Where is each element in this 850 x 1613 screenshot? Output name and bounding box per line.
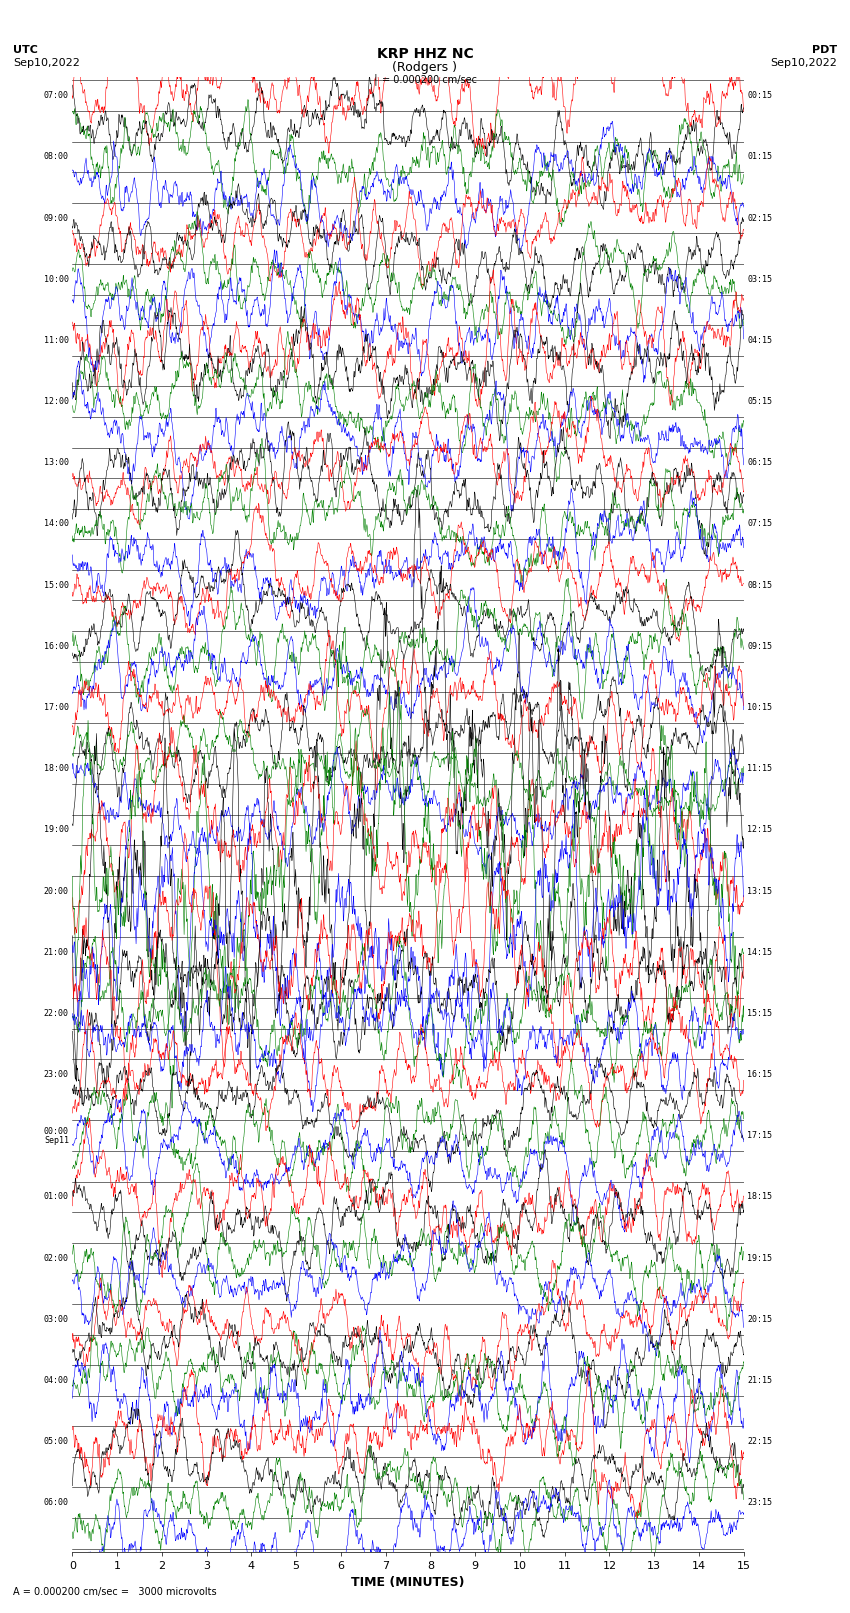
Text: Sep10,2022: Sep10,2022 (770, 58, 837, 68)
Text: 23:00: 23:00 (44, 1069, 69, 1079)
Text: 10:00: 10:00 (44, 274, 69, 284)
Text: 12:15: 12:15 (747, 826, 772, 834)
Text: 05:00: 05:00 (44, 1437, 69, 1447)
Text: 23:15: 23:15 (747, 1498, 772, 1507)
Text: 09:00: 09:00 (44, 213, 69, 223)
Text: 13:00: 13:00 (44, 458, 69, 468)
Text: 07:00: 07:00 (44, 92, 69, 100)
Text: 19:15: 19:15 (747, 1253, 772, 1263)
Text: 21:15: 21:15 (747, 1376, 772, 1386)
Text: 14:15: 14:15 (747, 948, 772, 957)
Text: 00:00: 00:00 (44, 1127, 69, 1136)
X-axis label: TIME (MINUTES): TIME (MINUTES) (351, 1576, 465, 1589)
Text: 02:15: 02:15 (747, 213, 772, 223)
Text: 20:15: 20:15 (747, 1315, 772, 1324)
Text: 04:15: 04:15 (747, 336, 772, 345)
Text: (Rodgers ): (Rodgers ) (393, 61, 457, 74)
Text: 06:15: 06:15 (747, 458, 772, 468)
Text: 02:00: 02:00 (44, 1253, 69, 1263)
Text: PDT: PDT (812, 45, 837, 55)
Text: Sep11: Sep11 (44, 1136, 69, 1145)
Text: 22:00: 22:00 (44, 1008, 69, 1018)
Text: 08:15: 08:15 (747, 581, 772, 590)
Text: KRP HHZ NC: KRP HHZ NC (377, 47, 473, 61)
Text: 05:15: 05:15 (747, 397, 772, 406)
Text: 01:00: 01:00 (44, 1192, 69, 1202)
Text: 07:15: 07:15 (747, 519, 772, 529)
Text: 12:00: 12:00 (44, 397, 69, 406)
Text: 20:00: 20:00 (44, 887, 69, 895)
Text: 15:15: 15:15 (747, 1008, 772, 1018)
Text: │ = 0.000200 cm/sec: │ = 0.000200 cm/sec (373, 74, 477, 85)
Text: 17:15: 17:15 (747, 1131, 772, 1140)
Text: 17:00: 17:00 (44, 703, 69, 711)
Text: 13:15: 13:15 (747, 887, 772, 895)
Text: 11:00: 11:00 (44, 336, 69, 345)
Text: 16:00: 16:00 (44, 642, 69, 650)
Text: Sep10,2022: Sep10,2022 (13, 58, 80, 68)
Text: UTC: UTC (13, 45, 37, 55)
Text: 00:15: 00:15 (747, 92, 772, 100)
Text: 15:00: 15:00 (44, 581, 69, 590)
Text: 19:00: 19:00 (44, 826, 69, 834)
Text: 18:15: 18:15 (747, 1192, 772, 1202)
Text: 08:00: 08:00 (44, 153, 69, 161)
Text: 01:15: 01:15 (747, 153, 772, 161)
Text: 06:00: 06:00 (44, 1498, 69, 1507)
Text: A = 0.000200 cm/sec =   3000 microvolts: A = 0.000200 cm/sec = 3000 microvolts (13, 1587, 217, 1597)
Text: 11:15: 11:15 (747, 765, 772, 773)
Text: 18:00: 18:00 (44, 765, 69, 773)
Text: 03:00: 03:00 (44, 1315, 69, 1324)
Text: 21:00: 21:00 (44, 948, 69, 957)
Text: 09:15: 09:15 (747, 642, 772, 650)
Text: 04:00: 04:00 (44, 1376, 69, 1386)
Text: 22:15: 22:15 (747, 1437, 772, 1447)
Text: 10:15: 10:15 (747, 703, 772, 711)
Text: 16:15: 16:15 (747, 1069, 772, 1079)
Text: 03:15: 03:15 (747, 274, 772, 284)
Text: 14:00: 14:00 (44, 519, 69, 529)
